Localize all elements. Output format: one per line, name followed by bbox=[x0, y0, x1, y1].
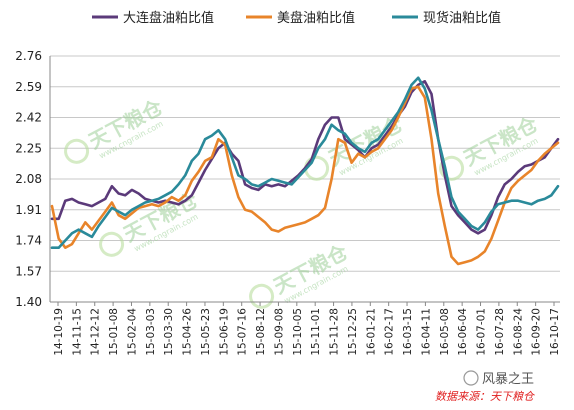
y-tick-label: 2.76 bbox=[15, 49, 42, 63]
y-tick-label: 1.91 bbox=[15, 203, 42, 217]
watermark-layer: 天下粮仓www.cngrain.com天下粮仓www.cngrain.com天下… bbox=[64, 94, 542, 309]
wechat-icon bbox=[463, 370, 479, 386]
x-tick-label: 15-08-12 bbox=[255, 308, 267, 356]
watermark-logo-icon bbox=[99, 231, 125, 257]
x-tick-label: 16-05-08 bbox=[439, 308, 451, 356]
footer-brand: 风暴之王 bbox=[482, 372, 534, 387]
x-tick-label: 15-12-25 bbox=[347, 308, 359, 356]
x-tick-label: 16-03-15 bbox=[402, 308, 414, 356]
x-tick-label: 15-02-04 bbox=[126, 308, 138, 356]
series-line-2 bbox=[50, 85, 560, 266]
y-tick-label: 2.25 bbox=[15, 141, 42, 155]
series-line-3 bbox=[50, 76, 560, 249]
x-tick-label: 16-07-28 bbox=[494, 308, 506, 356]
x-tick-label: 15-09-08 bbox=[273, 308, 285, 356]
legend-label: 现货油粕比值 bbox=[423, 10, 501, 26]
watermark-logo-icon bbox=[249, 283, 275, 309]
x-tick-label: 14-11-15 bbox=[71, 308, 83, 356]
x-tick-label: 16-06-04 bbox=[457, 308, 469, 356]
watermark-logo-icon bbox=[64, 138, 90, 164]
series-layer bbox=[50, 76, 560, 266]
x-tick-label: 15-01-08 bbox=[108, 308, 120, 356]
x-tick-label: 15-11-28 bbox=[329, 308, 341, 356]
x-tick-label: 16-01-21 bbox=[365, 308, 377, 356]
legend: 大连盘油粕比值 美盘油粕比值 现货油粕比值 bbox=[92, 10, 501, 26]
x-tick-label: 14-12-12 bbox=[90, 308, 102, 356]
x-tick-label: 15-10-05 bbox=[292, 308, 304, 356]
x-tick-label: 15-03-03 bbox=[145, 308, 157, 356]
x-tick-label: 15-05-23 bbox=[200, 308, 212, 356]
x-tick-label: 16-07-01 bbox=[476, 308, 488, 356]
legend-label: 大连盘油粕比值 bbox=[123, 10, 214, 26]
axes: 2.76 2.59 2.42 2.25 2.08 1.91 1.74 1.57 1.40 14-1… bbox=[15, 49, 561, 356]
legend-label: 美盘油粕比值 bbox=[277, 10, 355, 26]
x-tick-label: 16-09-20 bbox=[531, 308, 543, 356]
y-tick-label: 1.40 bbox=[15, 295, 42, 309]
y-tick-label: 1.74 bbox=[15, 234, 42, 248]
watermark-logo-icon bbox=[439, 155, 465, 181]
x-tick-label: 15-03-30 bbox=[163, 308, 175, 356]
x-tick-label: 16-10-17 bbox=[549, 308, 561, 356]
y-tick-label: 2.08 bbox=[15, 172, 42, 186]
x-tick-label: 15-07-16 bbox=[237, 308, 249, 356]
y-tick-label: 1.57 bbox=[15, 264, 42, 278]
y-tick-label: 2.59 bbox=[15, 80, 42, 94]
x-tick-label: 15-11-01 bbox=[310, 308, 322, 356]
x-tick-label: 15-04-26 bbox=[182, 308, 194, 356]
footer-source: 数据来源：天下粮仓 bbox=[435, 390, 535, 403]
x-tick-label: 16-02-17 bbox=[384, 308, 396, 356]
x-tick-label: 15-06-19 bbox=[218, 308, 230, 356]
x-tick-label: 14-10-19 bbox=[53, 308, 65, 356]
footer: 风暴之王 数据来源：天下粮仓 bbox=[435, 370, 535, 403]
y-tick-label: 2.42 bbox=[15, 111, 42, 125]
x-tick-label: 16-08-24 bbox=[512, 308, 524, 356]
x-tick-label: 16-04-11 bbox=[420, 308, 432, 356]
